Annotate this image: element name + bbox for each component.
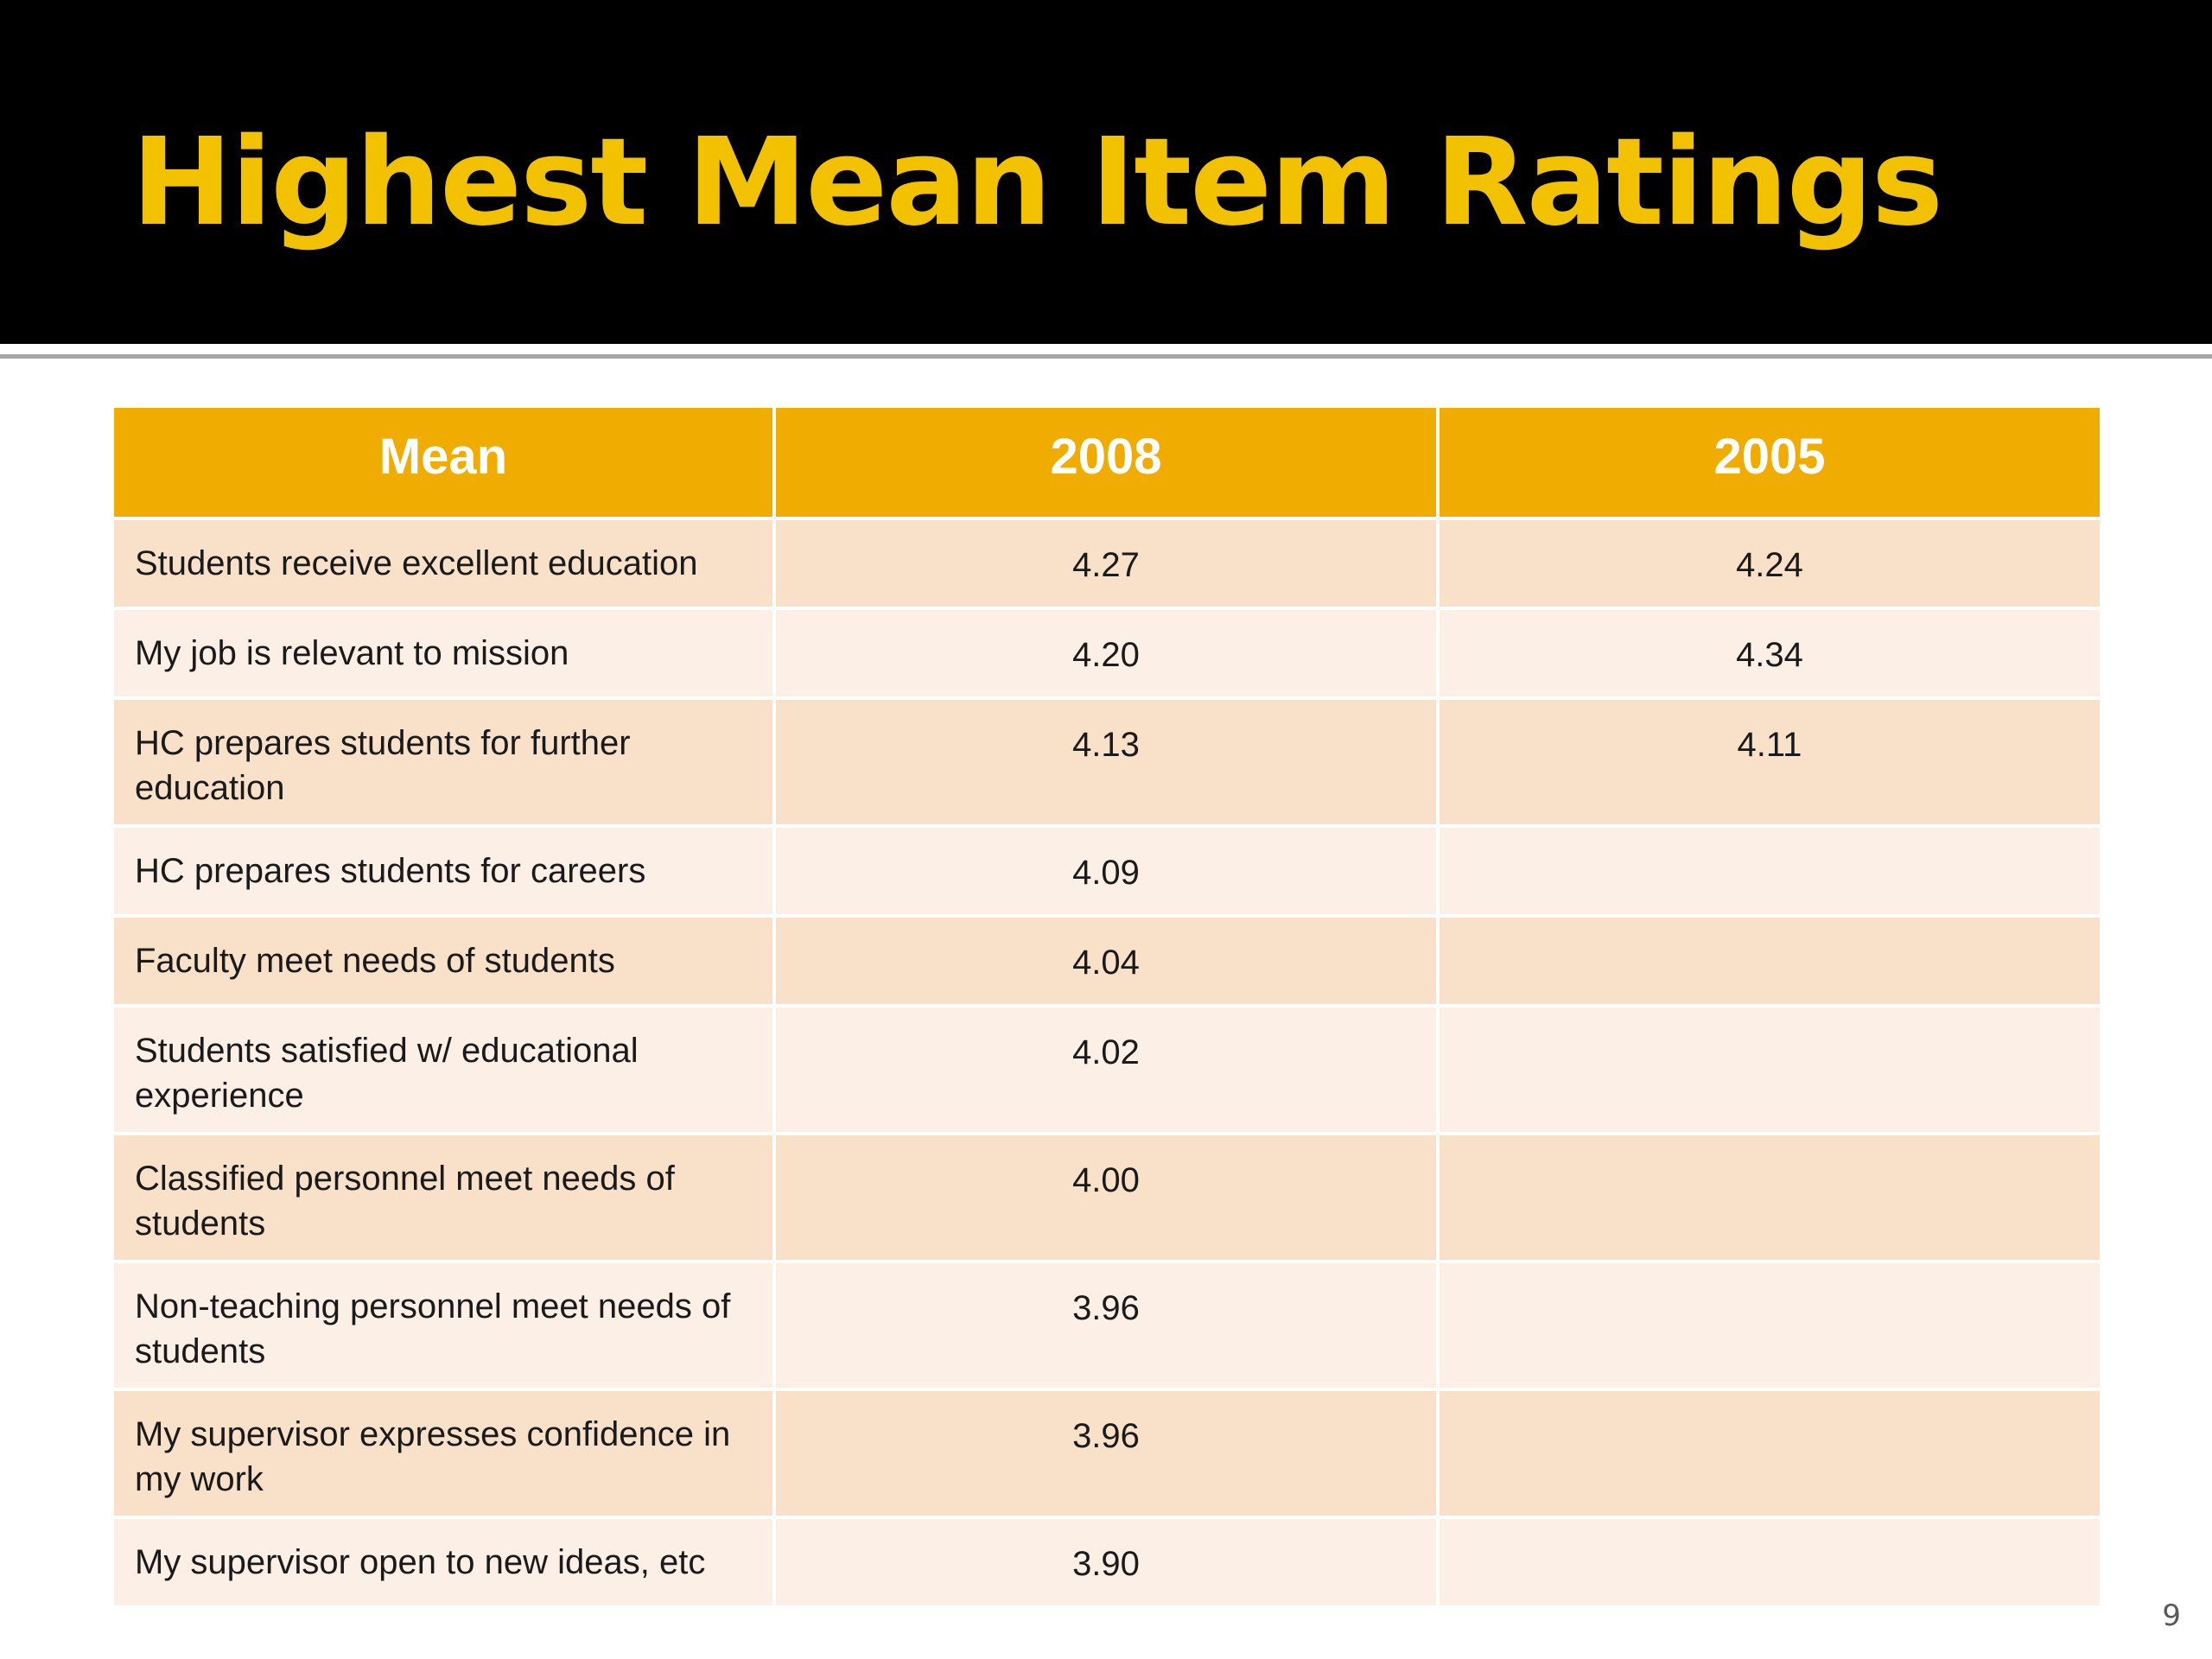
item-cell: Faculty meet needs of students — [111, 914, 776, 1007]
value-2008-cell: 4.00 — [772, 1132, 1440, 1263]
table-row: My supervisor open to new ideas, etc 3.9… — [111, 1516, 2103, 1609]
value-2008-cell: 4.02 — [772, 1004, 1440, 1135]
item-cell: Classified personnel meet needs of stude… — [111, 1132, 776, 1263]
value-2008-cell: 4.04 — [772, 914, 1440, 1007]
table-row: Non-teaching personnel meet needs of stu… — [111, 1260, 2103, 1391]
value-2008-cell: 3.96 — [772, 1388, 1440, 1519]
item-cell: Students receive excellent education — [111, 517, 776, 610]
item-cell: My supervisor expresses confidence in my… — [111, 1388, 776, 1519]
value-2005-cell — [1436, 1004, 2103, 1135]
header-mean: Mean — [111, 404, 776, 520]
title-bar: Highest Mean Item Ratings — [0, 0, 2212, 344]
value-2005-cell — [1436, 1388, 2103, 1519]
item-cell: My job is relevant to mission — [111, 607, 776, 700]
table-row: Students receive excellent education 4.2… — [111, 517, 2103, 610]
value-2005-cell — [1436, 1516, 2103, 1609]
value-2008-cell: 4.13 — [772, 696, 1440, 828]
item-cell: HC prepares students for further educati… — [111, 696, 776, 828]
item-cell: Non-teaching personnel meet needs of stu… — [111, 1260, 776, 1391]
value-2005-cell — [1436, 914, 2103, 1007]
ratings-table: Mean 2008 2005 Students receive excellen… — [111, 404, 2103, 1609]
value-2008-cell: 4.09 — [772, 824, 1440, 918]
item-cell: Students satisfied w/ educational experi… — [111, 1004, 776, 1135]
value-2005-cell — [1436, 824, 2103, 918]
table-row: Students satisfied w/ educational experi… — [111, 1004, 2103, 1135]
value-2005-cell — [1436, 1260, 2103, 1391]
table-row: HC prepares students for further educati… — [111, 696, 2103, 828]
slide-title: Highest Mean Item Ratings — [131, 112, 1943, 253]
title-divider — [0, 354, 2212, 359]
value-2008-cell: 3.90 — [772, 1516, 1440, 1609]
table-row: My job is relevant to mission 4.20 4.34 — [111, 607, 2103, 700]
header-2005: 2005 — [1436, 404, 2103, 520]
value-2008-cell: 3.96 — [772, 1260, 1440, 1391]
value-2008-cell: 4.27 — [772, 517, 1440, 610]
slide-number: 9 — [2162, 1599, 2181, 1633]
value-2005-cell: 4.11 — [1436, 696, 2103, 828]
table-row: My supervisor expresses confidence in my… — [111, 1388, 2103, 1519]
item-cell: My supervisor open to new ideas, etc — [111, 1516, 776, 1609]
table-header-row: Mean 2008 2005 — [111, 404, 2103, 520]
table-row: Faculty meet needs of students 4.04 — [111, 914, 2103, 1007]
value-2005-cell — [1436, 1132, 2103, 1263]
value-2005-cell: 4.24 — [1436, 517, 2103, 610]
header-2008: 2008 — [772, 404, 1440, 520]
value-2008-cell: 4.20 — [772, 607, 1440, 700]
value-2005-cell: 4.34 — [1436, 607, 2103, 700]
table-row: Classified personnel meet needs of stude… — [111, 1132, 2103, 1263]
item-cell: HC prepares students for careers — [111, 824, 776, 918]
table-row: HC prepares students for careers 4.09 — [111, 824, 2103, 918]
